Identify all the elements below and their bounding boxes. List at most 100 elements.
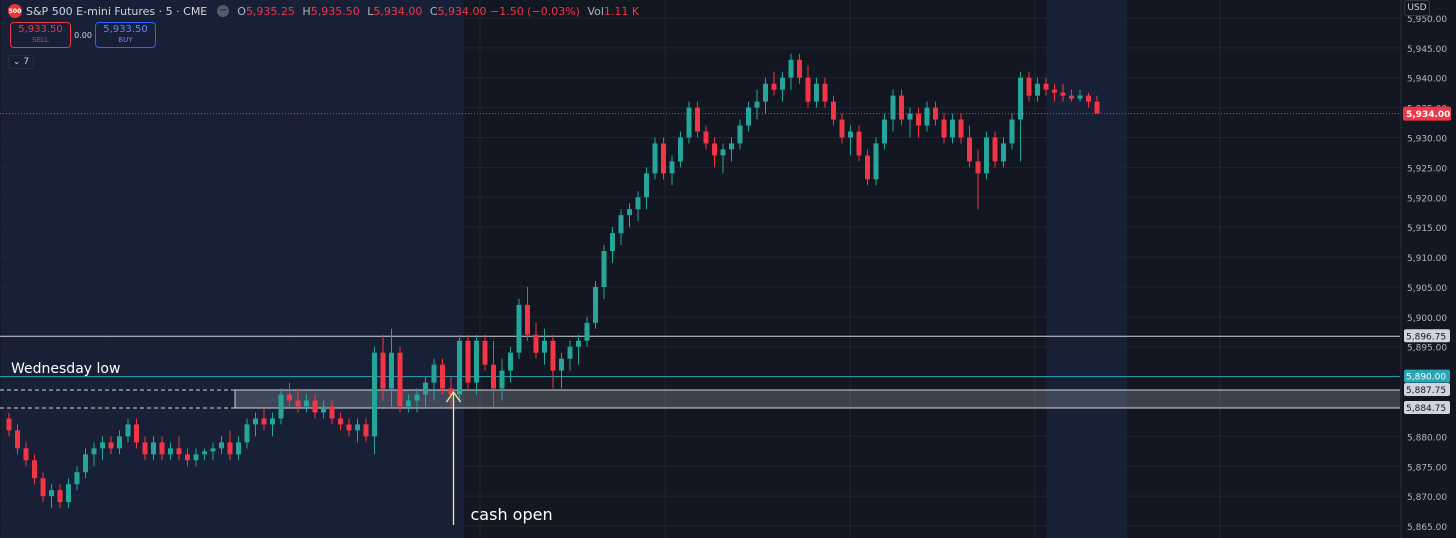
candle-body[interactable] bbox=[202, 451, 207, 455]
candle-body[interactable] bbox=[992, 137, 998, 162]
candle-body[interactable] bbox=[678, 137, 683, 162]
candle-body[interactable] bbox=[1043, 83, 1049, 90]
candle-body[interactable] bbox=[49, 490, 54, 497]
candle-body[interactable] bbox=[219, 442, 224, 449]
candle-body[interactable] bbox=[1052, 89, 1057, 93]
candle-body[interactable] bbox=[644, 173, 649, 198]
candle-body[interactable] bbox=[1077, 95, 1083, 99]
candle-body[interactable] bbox=[117, 436, 122, 449]
candle-body[interactable] bbox=[839, 119, 845, 138]
candle-body[interactable] bbox=[499, 370, 505, 389]
candle-body[interactable] bbox=[975, 161, 981, 174]
candle-body[interactable] bbox=[210, 448, 216, 452]
candle-body[interactable] bbox=[108, 442, 114, 449]
candle-body[interactable] bbox=[1086, 95, 1091, 102]
candle-body[interactable] bbox=[907, 113, 913, 120]
candle-body[interactable] bbox=[1060, 92, 1066, 96]
candle-body[interactable] bbox=[244, 424, 250, 443]
candle-body[interactable] bbox=[270, 418, 275, 425]
candle-body[interactable] bbox=[15, 430, 20, 449]
candle-body[interactable] bbox=[797, 59, 802, 78]
candle-body[interactable] bbox=[100, 442, 105, 449]
candle-body[interactable] bbox=[788, 59, 794, 78]
candle-body[interactable] bbox=[780, 77, 785, 90]
candle-body[interactable] bbox=[729, 143, 734, 150]
candle-body[interactable] bbox=[924, 107, 930, 126]
candle-body[interactable] bbox=[295, 400, 301, 407]
candle-body[interactable] bbox=[576, 340, 581, 347]
candle-body[interactable] bbox=[329, 406, 335, 419]
candle-body[interactable] bbox=[550, 340, 556, 371]
candle-body[interactable] bbox=[737, 125, 743, 144]
candle-body[interactable] bbox=[278, 394, 284, 419]
candle-body[interactable] bbox=[66, 484, 71, 503]
candle-body[interactable] bbox=[74, 472, 80, 485]
candle-body[interactable] bbox=[746, 107, 751, 126]
candle-body[interactable] bbox=[559, 358, 564, 371]
candle-body[interactable] bbox=[890, 95, 896, 120]
candle-body[interactable] bbox=[482, 340, 488, 365]
candle-body[interactable] bbox=[805, 77, 811, 102]
candle-body[interactable] bbox=[6, 418, 12, 431]
candle-body[interactable] bbox=[933, 107, 938, 120]
candle-body[interactable] bbox=[168, 448, 173, 455]
candle-body[interactable] bbox=[83, 454, 88, 473]
candle-body[interactable] bbox=[261, 418, 267, 425]
candle-body[interactable] bbox=[338, 418, 343, 425]
candle-body[interactable] bbox=[533, 334, 539, 353]
candle-body[interactable] bbox=[142, 442, 148, 455]
candle-body[interactable] bbox=[474, 340, 479, 383]
candle-body[interactable] bbox=[423, 382, 428, 395]
candle-body[interactable] bbox=[720, 149, 726, 156]
candle-body[interactable] bbox=[814, 83, 819, 102]
candle-body[interactable] bbox=[1094, 101, 1100, 114]
candle-body[interactable] bbox=[185, 454, 190, 461]
candle-body[interactable] bbox=[712, 143, 717, 156]
candle-body[interactable] bbox=[491, 364, 496, 389]
candle-body[interactable] bbox=[882, 119, 887, 144]
candle-body[interactable] bbox=[941, 119, 947, 138]
candle-body[interactable] bbox=[873, 143, 879, 180]
candle-body[interactable] bbox=[1026, 77, 1032, 96]
candle-body[interactable] bbox=[1018, 77, 1023, 120]
candle-body[interactable] bbox=[312, 400, 318, 413]
candle-body[interactable] bbox=[635, 197, 641, 210]
candle-body[interactable] bbox=[355, 424, 360, 431]
candle-body[interactable] bbox=[253, 418, 258, 425]
candle-body[interactable] bbox=[372, 352, 377, 437]
candle-body[interactable] bbox=[567, 346, 573, 359]
candle-body[interactable] bbox=[627, 209, 632, 216]
candle-body[interactable] bbox=[899, 95, 904, 120]
candle-body[interactable] bbox=[831, 101, 836, 120]
candle-body[interactable] bbox=[176, 448, 182, 455]
candle-body[interactable] bbox=[950, 119, 955, 138]
candle-body[interactable] bbox=[848, 131, 853, 138]
candle-body[interactable] bbox=[703, 131, 709, 144]
candle-body[interactable] bbox=[134, 424, 139, 443]
candle-body[interactable] bbox=[754, 101, 760, 108]
candle-body[interactable] bbox=[32, 460, 37, 479]
candle-body[interactable] bbox=[1069, 95, 1074, 99]
candle-body[interactable] bbox=[618, 215, 624, 234]
candle-body[interactable] bbox=[822, 83, 828, 102]
candle-body[interactable] bbox=[465, 340, 471, 383]
candle-body[interactable] bbox=[1009, 119, 1015, 144]
candle-body[interactable] bbox=[397, 352, 403, 407]
candle-body[interactable] bbox=[1001, 143, 1006, 162]
candle-body[interactable] bbox=[363, 424, 369, 437]
candle-body[interactable] bbox=[508, 352, 513, 371]
candle-body[interactable] bbox=[227, 442, 233, 455]
candle-body[interactable] bbox=[763, 83, 768, 102]
candle-body[interactable] bbox=[321, 406, 326, 413]
candle-body[interactable] bbox=[610, 233, 615, 252]
candle-body[interactable] bbox=[967, 137, 972, 162]
candle-body[interactable] bbox=[542, 340, 547, 353]
candle-body[interactable] bbox=[440, 364, 445, 389]
candle-body[interactable] bbox=[193, 454, 199, 461]
candle-body[interactable] bbox=[1035, 83, 1040, 96]
candle-body[interactable] bbox=[287, 394, 292, 401]
candle-body[interactable] bbox=[151, 442, 156, 455]
candle-body[interactable] bbox=[525, 304, 530, 335]
candle-body[interactable] bbox=[584, 322, 590, 341]
